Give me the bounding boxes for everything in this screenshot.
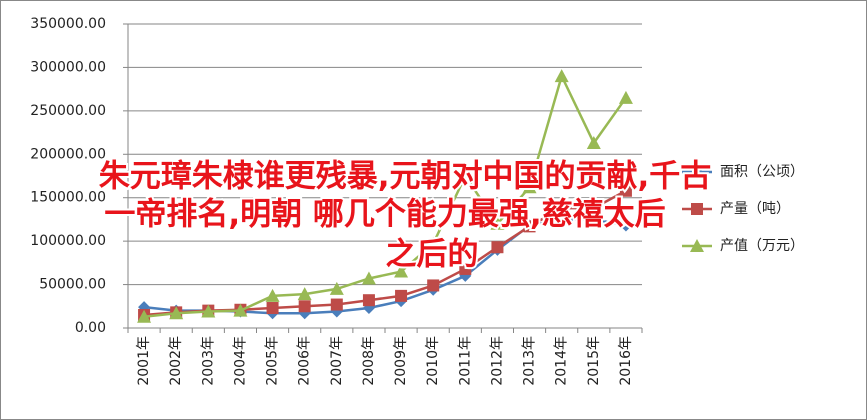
point (587, 213, 600, 226)
x-tick-label: 2013年 (522, 336, 538, 386)
y-tick-label: 0.00 (75, 320, 106, 336)
y-tick-label: 100000.00 (30, 233, 106, 249)
annotation: 一帝排名,明朝 哪几个能力最强,慈禧太后 (104, 197, 665, 233)
point (491, 241, 504, 254)
annotation: 之后的 (386, 237, 479, 273)
x-tick-label: 2003年 (200, 336, 216, 386)
y-tick-label: 300000.00 (30, 59, 106, 75)
point (266, 302, 279, 315)
legend-label: 产值（万元） (720, 238, 804, 254)
point (427, 279, 440, 292)
point (330, 298, 343, 311)
x-tick-label: 2009年 (393, 336, 409, 386)
y-tick-label: 250000.00 (30, 103, 106, 119)
x-tick-label: 2011年 (457, 336, 473, 386)
x-tick-label: 2015年 (586, 336, 602, 386)
x-tick-label: 2006年 (297, 336, 313, 386)
point (395, 289, 408, 302)
legend-label: 产量（吨） (720, 201, 790, 217)
point (586, 135, 601, 149)
x-tick-label: 2004年 (232, 336, 248, 386)
point (459, 262, 472, 275)
point (265, 288, 280, 302)
point (618, 90, 633, 104)
y-tick-label: 200000.00 (30, 146, 106, 162)
point (362, 294, 375, 307)
point (555, 202, 568, 215)
y-tick-label: 50000.00 (39, 277, 106, 293)
point (298, 300, 311, 313)
point (619, 219, 632, 232)
legend-label: 面积（公顷） (720, 164, 804, 180)
x-tick-label: 2008年 (361, 336, 377, 386)
point (394, 264, 409, 278)
point (426, 236, 441, 250)
point (523, 220, 536, 233)
point (169, 306, 184, 320)
y-tick-label: 150000.00 (30, 190, 106, 206)
point (587, 202, 600, 215)
point (691, 166, 703, 178)
point (554, 69, 569, 83)
point (297, 287, 312, 301)
point (233, 303, 248, 317)
point (361, 271, 376, 285)
x-tick-label: 2007年 (329, 336, 345, 386)
series-line (143, 72, 627, 318)
annotation: 朱元璋朱棣谁更残暴,元朝对中国的贡献,千古 (99, 159, 712, 195)
x-tick-label: 2016年 (618, 336, 634, 386)
point (137, 309, 152, 323)
x-tick-label: 2014年 (554, 336, 570, 386)
x-tick-label: 2010年 (425, 336, 441, 386)
point (555, 213, 568, 226)
point (522, 180, 537, 194)
x-tick-label: 2001年 (136, 336, 152, 386)
point (329, 281, 344, 295)
point (201, 304, 216, 318)
point (619, 184, 632, 197)
point (458, 169, 473, 182)
x-tick-label: 2012年 (489, 336, 505, 386)
point (690, 239, 704, 252)
point (490, 216, 505, 230)
y-tick-label: 350000.00 (30, 16, 106, 32)
point (691, 203, 703, 215)
x-tick-label: 2005年 (265, 336, 281, 386)
x-tick-label: 2002年 (168, 336, 184, 386)
